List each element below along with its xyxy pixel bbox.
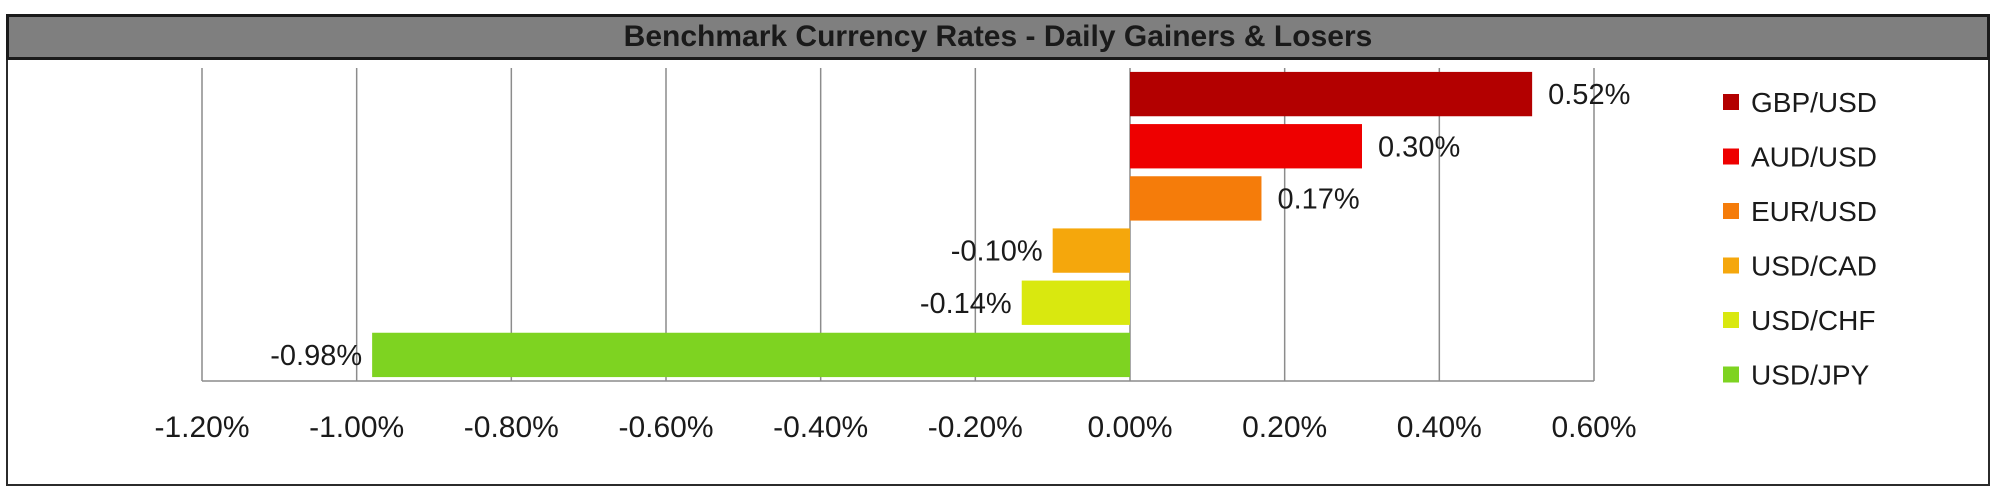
gridlines [201,68,1595,382]
bar-usd-jpy [372,332,1131,378]
bar-aud-usd [1130,124,1362,169]
chart-title-bar: Benchmark Currency Rates - Daily Gainers… [6,14,1990,60]
x-tick-label: -1.20% [154,411,249,444]
data-label: -0.14% [920,288,1012,320]
bar-eur-usd [1130,176,1262,221]
legend-swatch [1723,148,1739,165]
bar-gbp-usd [1130,71,1533,117]
data-label: -0.10% [951,236,1043,268]
x-tick-label: -1.00% [309,411,404,444]
legend-swatch [1723,366,1739,383]
x-tick-label: -0.40% [773,411,868,444]
legend-swatch [1723,312,1739,328]
legend-label: EUR/USD [1751,196,1877,227]
chart-title: Benchmark Currency Rates - Daily Gainers… [623,20,1373,53]
data-label: -0.98% [270,340,362,372]
x-tick-label: 0.40% [1397,411,1482,444]
legend-label: USD/JPY [1751,360,1870,391]
x-tick-label: -0.20% [928,411,1023,444]
data-label: 0.30% [1378,131,1460,163]
bar-usd-chf [1021,280,1130,325]
legend: GBP/USD AUD/USD EUR/USD USD/CAD USD/CHF USD/J… [1723,87,1877,391]
x-tick-label: -0.80% [464,411,559,444]
bars [372,71,1533,378]
x-axis-ticks: -1.20% -1.00% -0.80% -0.60% -0.40% -0.20% 0.00… [154,411,1636,444]
legend-swatch [1723,203,1739,219]
legend-label: AUD/USD [1751,142,1877,173]
legend-label: USD/CAD [1751,251,1877,282]
x-tick-label: 0.20% [1242,411,1327,444]
x-tick-label: 0.60% [1551,411,1636,444]
bar-usd-cad [1052,228,1130,273]
legend-swatch [1723,94,1739,110]
legend-label: USD/CHF [1751,305,1875,336]
x-tick-label: -0.60% [618,411,713,444]
data-label: 0.52% [1548,79,1630,111]
data-labels: 0.52% 0.30% 0.17% -0.10% -0.14% -0.98% [270,79,1630,372]
legend-label: GBP/USD [1751,87,1877,118]
legend-swatch [1723,257,1739,274]
data-label: 0.17% [1277,183,1359,215]
x-tick-label: 0.00% [1087,411,1172,444]
